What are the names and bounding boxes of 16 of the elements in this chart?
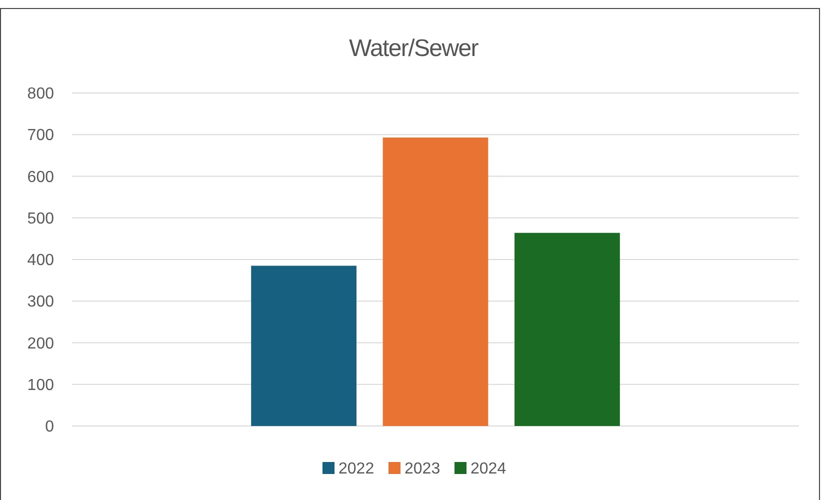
y-tick-label: 500 [27,210,54,228]
legend-label: 2023 [404,460,440,478]
y-tick-label: 300 [27,294,54,311]
y-tick-label: 600 [27,168,54,186]
y-tick-label: 200 [27,335,54,352]
y-tick-label: 400 [27,252,54,270]
y-tick-label: 700 [27,127,54,144]
y-tick-label: 100 [27,376,54,394]
bar [382,138,488,426]
chart-title: Water/Sewer [348,35,479,62]
legend-label: 2024 [470,460,506,478]
y-tick-label: 0 [45,418,54,436]
y-tick-label: 800 [27,86,54,103]
bar [251,266,356,426]
legend-label: 2022 [338,460,374,478]
bar [514,232,620,426]
